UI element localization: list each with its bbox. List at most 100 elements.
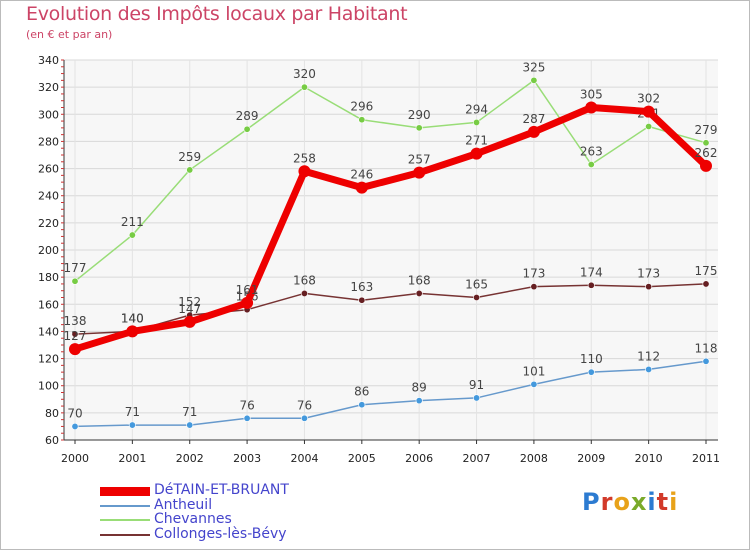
data-point-antheuil (128, 421, 136, 429)
data-label-antheuil: 71 (125, 405, 140, 419)
x-tick-label: 2006 (405, 452, 433, 465)
data-point-antheuil (473, 394, 481, 402)
logo-letter: t (656, 488, 670, 516)
data-label-collonges-les-bevy: 165 (465, 278, 488, 292)
y-tick-label: 260 (38, 163, 59, 176)
data-point-chevannes (415, 124, 423, 132)
data-point-chevannes (243, 125, 251, 133)
legend-label: DéTAIN-ET-BRUANT (154, 482, 289, 498)
series-line-collonges-les-bevy (74, 283, 707, 335)
data-label-chevannes: 289 (236, 109, 259, 123)
data-label-collonges-les-bevy: 173 (637, 267, 660, 281)
data-point-antheuil (530, 380, 538, 388)
data-label-antheuil: 71 (182, 405, 197, 419)
data-label-antheuil: 118 (695, 341, 718, 355)
data-label-collonges-les-bevy: 175 (695, 264, 718, 278)
data-label-collonges-les-bevy: 168 (408, 273, 431, 287)
data-point-detain-et-bruant (241, 296, 254, 309)
data-point-chevannes (358, 116, 366, 124)
y-tick-label: 140 (38, 325, 59, 338)
data-label-detain-et-bruant: 305 (580, 88, 603, 102)
data-point-collonges-les-bevy (415, 289, 423, 297)
data-point-antheuil (645, 365, 653, 373)
x-tick-label: 2004 (290, 452, 318, 465)
data-label-antheuil: 89 (412, 381, 427, 395)
logo-letter: o (613, 488, 631, 516)
data-label-chevannes: 296 (350, 100, 373, 114)
data-label-antheuil: 101 (522, 364, 545, 378)
y-tick-label: 340 (38, 54, 59, 67)
y-tick-label: 280 (38, 135, 59, 148)
data-label-chevannes: 325 (522, 60, 545, 74)
data-label-antheuil: 91 (469, 378, 484, 392)
logo-letter: i (647, 488, 657, 516)
y-tick-label: 100 (38, 380, 59, 393)
data-point-antheuil (300, 414, 308, 422)
data-point-collonges-les-bevy (645, 283, 653, 291)
y-tick-label: 240 (38, 190, 59, 203)
data-point-detain-et-bruant (585, 101, 598, 114)
series-line-detain-et-bruant (73, 104, 709, 353)
data-point-detain-et-bruant (298, 165, 311, 178)
data-point-detain-et-bruant (470, 147, 483, 160)
y-tick-label: 60 (45, 434, 59, 447)
y-tick-label: 200 (38, 244, 59, 257)
data-point-detain-et-bruant (642, 105, 655, 118)
data-label-detain-et-bruant: 258 (293, 151, 316, 165)
data-point-antheuil (243, 414, 251, 422)
x-tick-label: 2009 (577, 452, 605, 465)
legend-label: Collonges-lès-Bévy (154, 525, 287, 542)
series-line-chevannes (74, 79, 707, 282)
data-label-detain-et-bruant: 302 (637, 92, 660, 106)
y-tick-label: 220 (38, 217, 59, 230)
data-point-antheuil (71, 422, 79, 430)
x-tick-label: 2011 (692, 452, 720, 465)
proxiti-logo: Proxiti (582, 488, 678, 516)
data-label-detain-et-bruant: 271 (465, 134, 488, 148)
data-label-chevannes: 279 (695, 123, 718, 137)
data-label-antheuil: 70 (67, 406, 82, 420)
chart-title: Evolution des Impôts locaux par Habitant (26, 3, 408, 25)
data-label-collonges-les-bevy: 163 (350, 280, 373, 294)
data-label-chevannes: 294 (465, 102, 488, 116)
legend-swatch (100, 533, 150, 536)
data-point-chevannes (587, 161, 595, 169)
data-point-detain-et-bruant (355, 181, 368, 194)
data-point-chevannes (702, 139, 710, 147)
legend-swatch (100, 519, 150, 522)
y-tick-label: 120 (38, 353, 59, 366)
series-line-antheuil (74, 360, 707, 428)
data-label-collonges-les-bevy: 174 (580, 265, 603, 279)
data-label-collonges-les-bevy: 168 (293, 273, 316, 287)
y-tick-label: 300 (38, 108, 59, 121)
data-label-antheuil: 76 (239, 398, 254, 412)
data-point-collonges-les-bevy (473, 293, 481, 301)
data-point-antheuil (702, 357, 710, 365)
data-label-chevannes: 320 (293, 67, 316, 81)
x-tick-label: 2005 (348, 452, 376, 465)
logo-letter: i (669, 488, 679, 516)
data-point-chevannes (128, 231, 136, 239)
x-tick-label: 2007 (463, 452, 491, 465)
data-label-detain-et-bruant: 262 (695, 146, 718, 160)
data-label-detain-et-bruant: 246 (350, 168, 373, 182)
data-label-chevannes: 177 (64, 261, 87, 275)
data-label-collonges-les-bevy: 140 (121, 311, 144, 325)
y-tick-label: 180 (38, 271, 59, 284)
x-tick-label: 2000 (61, 452, 89, 465)
logo-letter: r (600, 488, 614, 516)
data-label-chevannes: 259 (178, 150, 201, 164)
data-point-detain-et-bruant (413, 166, 426, 179)
data-label-chevannes: 290 (408, 108, 431, 122)
x-tick-label: 2010 (635, 452, 663, 465)
data-label-antheuil: 112 (637, 349, 660, 363)
data-label-antheuil: 76 (297, 398, 312, 412)
legend-swatch (100, 504, 150, 507)
data-label-antheuil: 110 (580, 352, 603, 366)
data-label-antheuil: 86 (354, 385, 369, 399)
x-tick-label: 2008 (520, 452, 548, 465)
data-label-detain-et-bruant: 147 (178, 302, 201, 316)
data-label-detain-et-bruant: 287 (522, 112, 545, 126)
data-label-detain-et-bruant: 127 (64, 329, 87, 343)
